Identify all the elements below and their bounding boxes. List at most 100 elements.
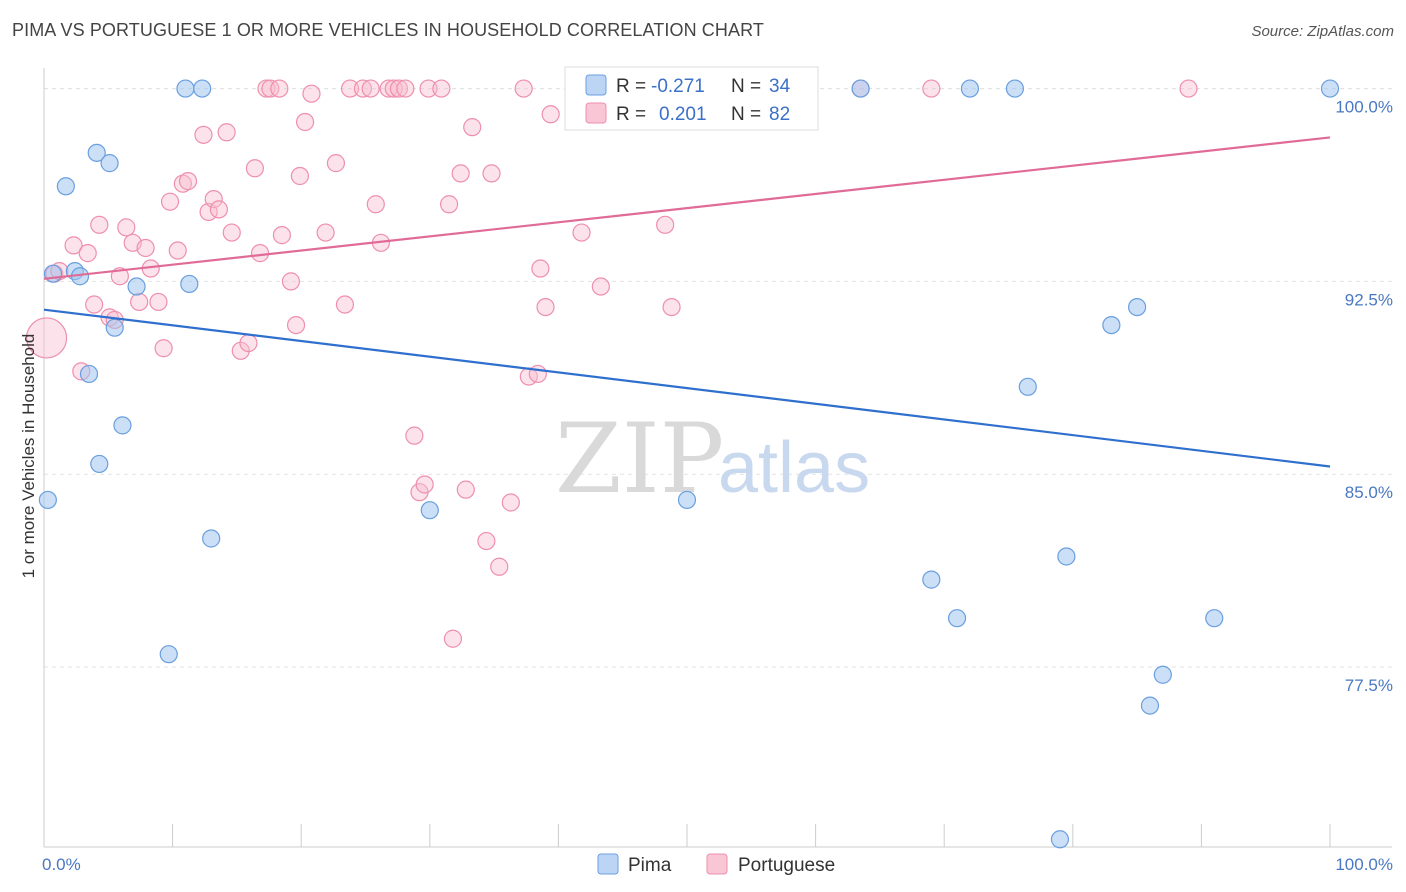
portuguese-point <box>281 272 301 291</box>
pima-point <box>159 645 178 664</box>
portuguese-trend-line <box>43 136 1331 280</box>
portuguese-point <box>302 84 321 103</box>
legend-r-value-pima: -0.271 <box>651 76 705 97</box>
portuguese-point <box>463 118 482 137</box>
pima-point <box>947 609 967 628</box>
legend-n-label-pima: N = <box>731 76 761 97</box>
portuguese-point <box>239 333 258 353</box>
portuguese-point <box>340 79 360 98</box>
legend-swatch-pima <box>585 74 607 96</box>
pima-point <box>193 79 212 98</box>
pima-point <box>1018 377 1037 396</box>
pima-point <box>180 274 199 294</box>
portuguese-point <box>419 79 438 98</box>
portuguese-point <box>490 557 509 576</box>
portuguese-point <box>396 79 415 98</box>
legend-r-label-portuguese: R = <box>616 104 646 125</box>
portuguese-point <box>541 105 560 124</box>
legend-r-label-pima: R = <box>616 76 646 97</box>
portuguese-point <box>136 238 155 258</box>
portuguese-point <box>353 79 373 98</box>
y-tick-label: 77.5% <box>1345 676 1393 695</box>
watermark-zip: ZIP <box>555 403 724 515</box>
pima-point <box>960 79 980 98</box>
portuguese-point <box>286 315 306 335</box>
portuguese-point <box>78 244 97 263</box>
y-tick-label: 85.0% <box>1345 483 1393 502</box>
portuguese-point <box>154 339 173 358</box>
y-tick-label: 100.0% <box>1335 98 1393 117</box>
portuguese-point <box>366 195 385 214</box>
portuguese-point <box>443 629 463 648</box>
x-tick-label: 100.0% <box>1335 855 1393 874</box>
portuguese-point <box>194 125 213 144</box>
chart-title: PIMA VS PORTUGUESE 1 OR MORE VEHICLES IN… <box>12 20 764 40</box>
portuguese-point <box>531 259 550 278</box>
portuguese-point <box>477 531 496 551</box>
portuguese-point <box>168 241 187 260</box>
portuguese-point <box>439 195 459 214</box>
portuguese-point <box>572 223 591 242</box>
pima-point <box>1127 297 1147 317</box>
portuguese-point <box>501 493 520 512</box>
watermark-atlas: atlas <box>718 428 870 508</box>
portuguese-point <box>178 172 198 191</box>
correlation-legend: R = -0.271 N = 34 R = 0.201 N = 82 <box>564 66 819 131</box>
source-label: Source: ZipAtlas.com <box>1251 23 1394 40</box>
pima-point <box>202 529 221 548</box>
grid-lines <box>44 88 1392 668</box>
portuguese-point <box>25 317 68 359</box>
portuguese-point <box>361 79 380 98</box>
x-tick-label: 0.0% <box>42 855 81 874</box>
pima-point <box>420 501 439 520</box>
portuguese-point <box>451 164 470 183</box>
y-axis-title: 1 or more Vehicles in Household <box>19 334 38 579</box>
portuguese-point <box>117 218 136 237</box>
pima-point <box>113 416 132 435</box>
portuguese-point <box>257 79 276 98</box>
portuguese-point <box>316 223 335 242</box>
portuguese-point <box>160 192 180 211</box>
pima-point <box>176 79 195 98</box>
bottom-legend-swatch-portuguese <box>706 853 728 875</box>
bottom-legend-pima: Pima <box>628 855 672 876</box>
pima-point <box>1050 830 1070 849</box>
portuguese-point <box>405 426 424 445</box>
portuguese-point <box>85 295 104 314</box>
bottom-legend-portuguese: Portuguese <box>738 855 835 876</box>
portuguese-point <box>335 295 355 314</box>
legend-n-value-pima: 34 <box>769 76 791 97</box>
series-legend: Pima Portuguese <box>597 853 835 876</box>
y-tick-label: 92.5% <box>1345 290 1393 309</box>
portuguese-point <box>432 79 451 98</box>
portuguese-point <box>662 297 681 317</box>
legend-n-value-portuguese: 82 <box>769 104 790 125</box>
pima-point <box>127 277 146 296</box>
portuguese-point <box>204 190 223 209</box>
portuguese-point <box>591 277 610 296</box>
legend-box <box>564 66 819 131</box>
pima-trend-line <box>43 308 1331 468</box>
portuguese-point <box>482 164 501 183</box>
portuguese-point <box>231 341 250 360</box>
portuguese-point <box>130 292 149 312</box>
y-tick-labels: 77.5% 85.0% 92.5% 100.0% <box>1335 98 1393 695</box>
data-points <box>25 79 1340 849</box>
pima-point <box>100 154 119 173</box>
pima-point <box>79 364 99 384</box>
portuguese-point <box>270 79 289 98</box>
pima-point <box>87 143 106 162</box>
portuguese-point <box>290 166 310 186</box>
portuguese-point <box>528 364 547 384</box>
portuguese-point <box>295 112 315 132</box>
portuguese-point <box>217 123 236 142</box>
pima-point <box>1320 79 1340 98</box>
portuguese-point <box>389 79 409 98</box>
legend-swatch-portuguese <box>585 102 607 124</box>
portuguese-point <box>149 292 168 312</box>
pima-point <box>677 490 697 510</box>
portuguese-point <box>514 79 533 98</box>
portuguese-point <box>326 154 346 173</box>
pima-point <box>1057 547 1076 566</box>
